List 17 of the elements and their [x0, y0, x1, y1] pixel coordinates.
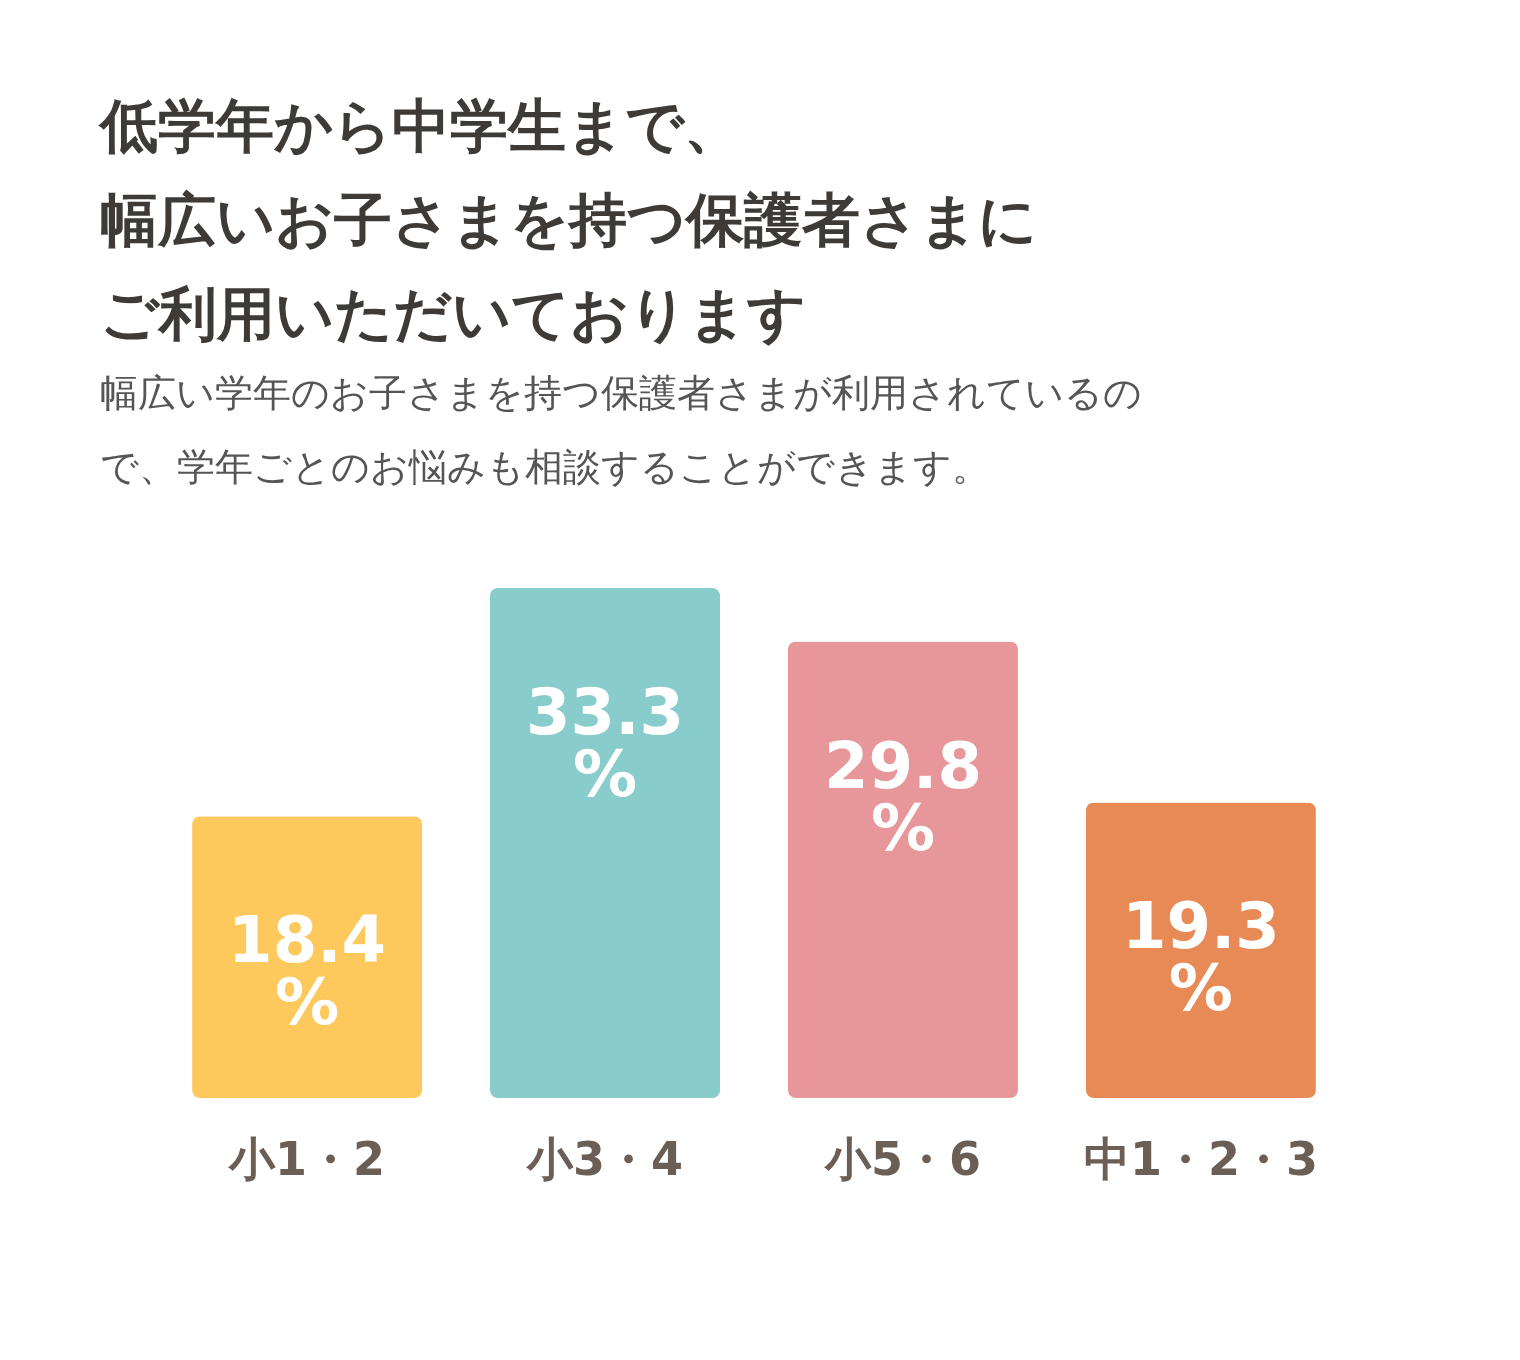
x-tick-label: 小5・6 [822, 1131, 981, 1186]
data-label: 33.3 % [526, 675, 684, 811]
text: 幅広いお子さまを持つ保護者さまに [100, 186, 1037, 254]
text: 幅広い学年のお子さまを持つ保護者さまが利用されているの [100, 371, 1142, 415]
bar [490, 588, 721, 1098]
bar [1085, 802, 1316, 1098]
bar [192, 816, 423, 1098]
text: 低学年から中学生まで、 [100, 92, 742, 160]
x-tick-label: 小3・4 [525, 1131, 684, 1186]
bar [787, 641, 1018, 1098]
text: で、学年ごとのお悩みも相談することができます。 [100, 445, 990, 489]
data-label: 18.4 % [228, 903, 387, 1040]
data-label: 29.8 % [824, 728, 982, 865]
data-label: 19.3 % [1121, 889, 1280, 1026]
text: ご利用いただいております [100, 280, 806, 348]
x-tick-label: 小1・2 [227, 1131, 386, 1186]
x-tick-label: 中1・2・3 [1083, 1131, 1318, 1186]
